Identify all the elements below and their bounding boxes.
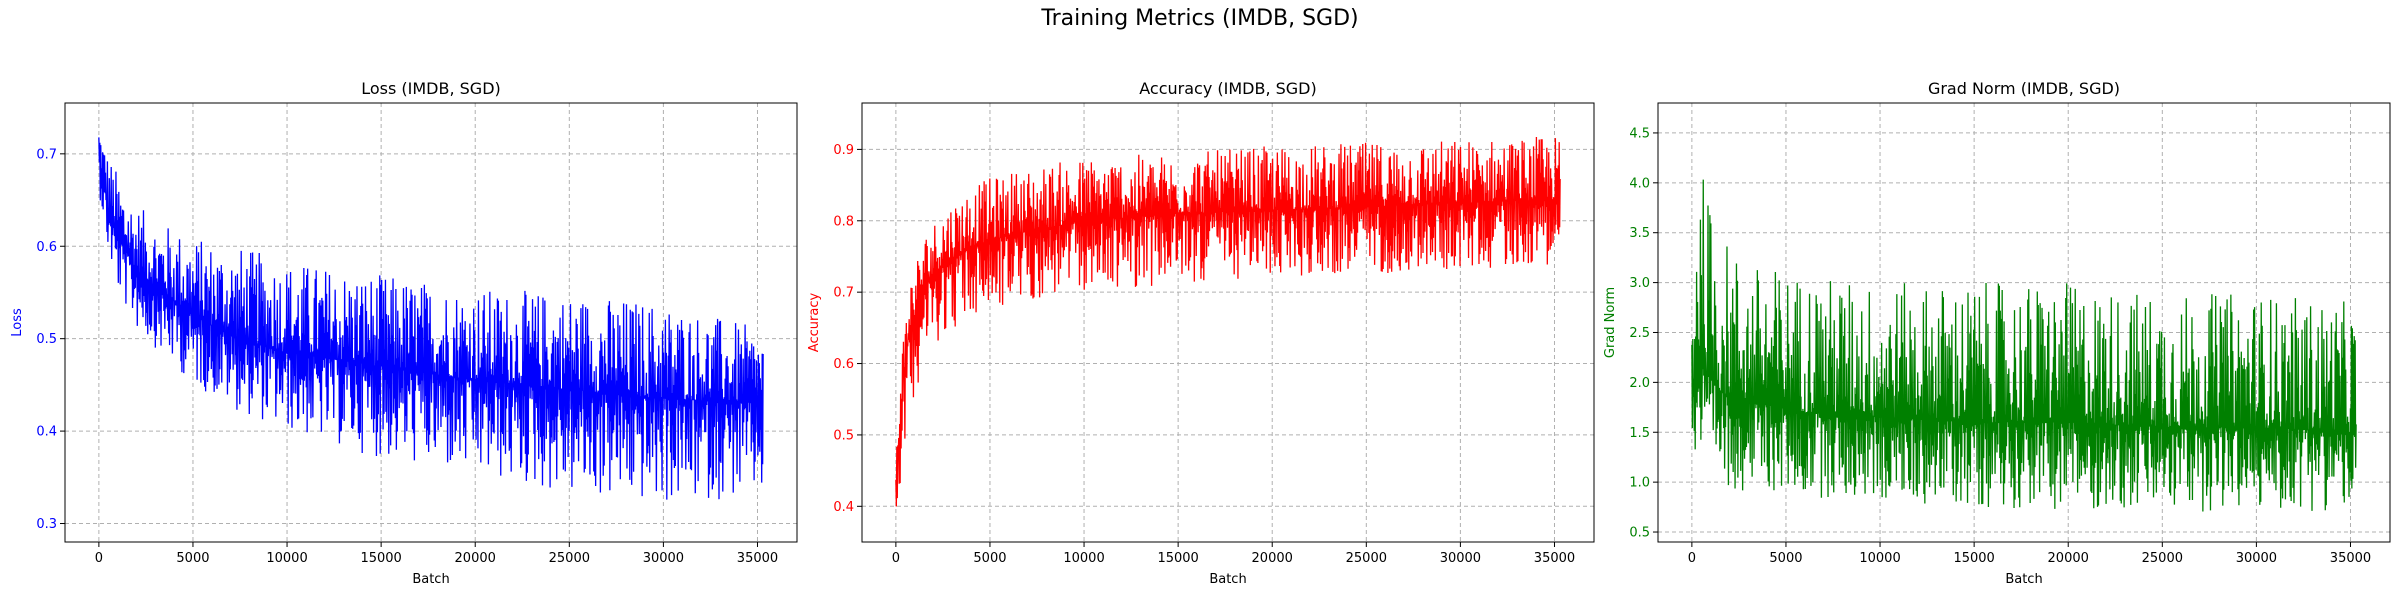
loss-xtick-label-1: 5000 <box>176 551 209 566</box>
loss-ytick-label-0: 0.3 <box>36 517 57 532</box>
accuracy-xtick-label-7: 35000 <box>1534 551 1575 566</box>
loss-series-line <box>98 137 764 500</box>
figure-title: Training Metrics (IMDB, SGD) <box>1041 6 1359 31</box>
accuracy-y-axis-label: Accuracy <box>807 293 822 353</box>
grad-norm-axes-frame <box>1657 102 2391 543</box>
accuracy-ytick-label-2: 0.6 <box>833 357 854 372</box>
loss-ytick-label-2: 0.5 <box>36 332 57 347</box>
accuracy-axes-frame <box>861 102 1595 543</box>
accuracy-panel: 0 5000 10000 15000 20000 25000 30000 35000 0.4 0.… <box>807 79 1595 587</box>
grad-norm-xtick-label-2: 10000 <box>1859 551 1900 566</box>
grad-norm-xtick-label-1: 5000 <box>1769 551 1802 566</box>
grad-norm-y-axis-label: Grad Norm <box>1603 287 1618 358</box>
accuracy-xtick-label-2: 10000 <box>1063 551 1104 566</box>
accuracy-x-axis-label: Batch <box>1209 572 1246 587</box>
accuracy-xtick-label-6: 30000 <box>1440 551 1481 566</box>
grad-norm-xtick-label-3: 15000 <box>1953 551 1994 566</box>
loss-panel: 0 5000 10000 15000 20000 25000 30000 35000 0.3 0.… <box>10 79 798 587</box>
grad-norm-chart-title: Grad Norm (IMDB, SGD) <box>1928 79 2120 98</box>
accuracy-xtick-label-4: 20000 <box>1252 551 1293 566</box>
grad-norm-panel: 0 5000 10000 15000 20000 25000 30000 35000 0.5 1.… <box>1603 79 2391 587</box>
loss-ytick-label-3: 0.6 <box>36 240 57 255</box>
loss-chart-title: Loss (IMDB, SGD) <box>361 79 501 98</box>
accuracy-series-line <box>895 136 1561 507</box>
loss-xtick-label-5: 25000 <box>549 551 590 566</box>
loss-y-axis-label: Loss <box>10 308 25 337</box>
grad-norm-ytick-label-2: 1.5 <box>1629 426 1650 441</box>
accuracy-ytick-label-3: 0.7 <box>833 286 854 301</box>
accuracy-xtick-label-3: 15000 <box>1157 551 1198 566</box>
grad-norm-xtick-label-7: 35000 <box>2330 551 2371 566</box>
loss-axes-frame <box>64 102 798 543</box>
loss-ytick-label-4: 0.7 <box>36 147 57 162</box>
grad-norm-ytick-label-8: 4.5 <box>1629 126 1650 141</box>
grad-norm-xtick-label-5: 25000 <box>2142 551 2183 566</box>
accuracy-ytick-label-0: 0.4 <box>833 500 854 515</box>
loss-xtick-label-7: 35000 <box>737 551 778 566</box>
loss-xtick-label-4: 20000 <box>455 551 496 566</box>
accuracy-xtick-label-1: 5000 <box>973 551 1006 566</box>
loss-xtick-label-6: 30000 <box>643 551 684 566</box>
loss-xtick-label-3: 15000 <box>360 551 401 566</box>
grad-norm-xtick-label-0: 0 <box>1688 551 1696 566</box>
accuracy-chart-title: Accuracy (IMDB, SGD) <box>1139 79 1316 98</box>
grad-norm-ytick-label-5: 3.0 <box>1629 276 1650 291</box>
accuracy-ytick-label-1: 0.5 <box>833 428 854 443</box>
accuracy-ytick-label-4: 0.8 <box>833 214 854 229</box>
grad-norm-ytick-label-4: 2.5 <box>1629 326 1650 341</box>
grad-norm-x-axis-label: Batch <box>2005 572 2042 587</box>
grad-norm-ytick-label-3: 2.0 <box>1629 376 1650 391</box>
grad-norm-ytick-label-1: 1.0 <box>1629 476 1650 491</box>
loss-ytick-label-1: 0.4 <box>36 425 57 440</box>
loss-xtick-label-0: 0 <box>95 551 103 566</box>
accuracy-xtick-label-5: 25000 <box>1346 551 1387 566</box>
loss-xtick-label-2: 10000 <box>266 551 307 566</box>
loss-x-axis-label: Batch <box>412 572 449 587</box>
grad-norm-xtick-label-6: 30000 <box>2236 551 2277 566</box>
accuracy-ytick-label-5: 0.9 <box>833 143 854 158</box>
grad-norm-xtick-label-4: 20000 <box>2048 551 2089 566</box>
grad-norm-series-line <box>1691 179 2357 512</box>
grad-norm-ytick-label-0: 0.5 <box>1629 526 1650 541</box>
grad-norm-ytick-label-7: 4.0 <box>1629 176 1650 191</box>
accuracy-xtick-label-0: 0 <box>892 551 900 566</box>
grad-norm-ytick-label-6: 3.5 <box>1629 226 1650 241</box>
